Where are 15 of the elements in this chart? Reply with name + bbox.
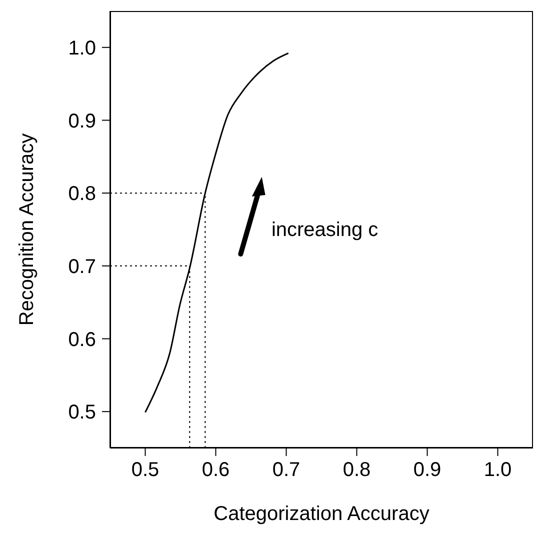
y-tick-label: 0.7 bbox=[68, 256, 96, 278]
y-tick-label: 0.6 bbox=[68, 328, 96, 351]
y-axis-title: Recognition Accuracy bbox=[16, 133, 38, 326]
y-tick-label: 0.5 bbox=[68, 402, 96, 424]
x-axis-title: Categorization Accuracy bbox=[214, 503, 430, 525]
x-tick-label: 0.7 bbox=[272, 459, 300, 482]
annotation: increasing c bbox=[271, 218, 378, 242]
y-tick-label: 0.8 bbox=[68, 183, 96, 206]
x-tick-label: 0.5 bbox=[131, 459, 160, 482]
x-tick-label: 1.0 bbox=[484, 459, 512, 482]
x-tick-label: 0.9 bbox=[413, 459, 442, 482]
y-tick-label: 1.0 bbox=[68, 38, 96, 60]
x-tick-label: 0.6 bbox=[202, 459, 230, 482]
y-tick-label: 0.9 bbox=[68, 110, 96, 132]
x-tick-label: 0.8 bbox=[342, 459, 371, 482]
